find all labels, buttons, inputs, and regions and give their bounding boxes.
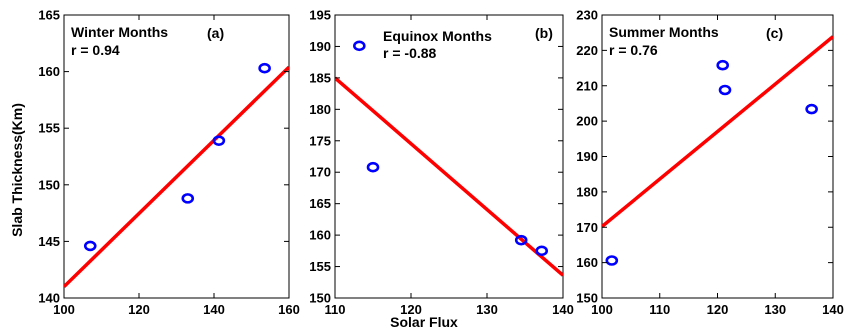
y-tick-label: 145: [38, 234, 60, 249]
y-tick-label: 150: [309, 291, 331, 306]
x-tick-label: 140: [203, 302, 225, 317]
correlation-annotation: r = 0.76: [609, 42, 658, 58]
y-tick-label: 180: [576, 184, 598, 199]
correlation-annotation: r = 0.94: [71, 42, 120, 58]
y-axis-label: Slab Thickness(Km): [9, 103, 25, 237]
y-tick-label: 170: [576, 220, 598, 235]
x-tick-label: 100: [53, 302, 75, 317]
y-tick-label: 190: [309, 39, 331, 54]
x-tick-label: 110: [649, 302, 670, 317]
data-point: [366, 161, 380, 173]
y-tick-label: 160: [309, 228, 331, 243]
y-tick-label: 195: [309, 8, 331, 23]
y-tick-label: 175: [309, 133, 331, 148]
x-tick-label: 130: [764, 302, 786, 317]
data-point: [805, 103, 818, 115]
x-tick-label: 130: [476, 302, 498, 317]
x-tick-label: 160: [278, 302, 300, 317]
data-point: [605, 255, 619, 266]
data-point: [716, 59, 729, 71]
panel-label: (a): [207, 25, 224, 41]
x-axis-label: Solar Flux: [390, 314, 458, 330]
data-point: [353, 40, 366, 52]
data-point: [514, 234, 528, 246]
y-tick-label: 155: [38, 121, 60, 136]
fit-line: [64, 65, 289, 288]
y-tick-label: 185: [309, 70, 331, 85]
data-point: [181, 193, 195, 204]
y-tick-label: 150: [576, 291, 598, 306]
y-tick-label: 160: [576, 255, 598, 270]
panel-1: 100 120 140 160 140 145 150 155 160 165 Winter Mon…: [38, 8, 300, 318]
x-tick-label: 100: [591, 302, 613, 317]
panel-2: 110 120 130 140 150 155 160 165 170 175 180 185 190 1…: [309, 8, 574, 318]
plot-frame: [334, 14, 564, 299]
fit-line: [602, 35, 833, 228]
data-point: [535, 245, 549, 257]
x-tick-label: 120: [400, 302, 422, 317]
y-tick-label: 140: [38, 291, 60, 306]
x-tick-label: 120: [128, 302, 150, 317]
y-tick-label: 165: [38, 8, 60, 23]
y-tick-label: 150: [38, 177, 60, 192]
data-point: [258, 62, 271, 74]
y-tick-label: 170: [309, 165, 331, 180]
y-tick-label: 200: [576, 114, 598, 129]
panels: 100 120 140 160 140 145 150 155 160 165 Winter Mon…: [38, 8, 844, 318]
data-point: [718, 84, 732, 96]
y-tick-label: 180: [309, 102, 331, 117]
y-tick-label: 190: [576, 149, 598, 164]
panel-title: Equinox Months: [383, 28, 492, 44]
plot-frame: [601, 14, 834, 299]
panel-label: (c): [766, 25, 783, 41]
panel-label: (b): [535, 25, 553, 41]
correlation-annotation: r = -0.88: [383, 45, 437, 61]
y-tick-label: 220: [576, 43, 598, 58]
y-tick-label: 165: [309, 196, 331, 211]
panel-title: Winter Months: [71, 24, 168, 40]
panel-3: 100 110 120 130 140 150 160 170 180 190 200 210 220 2…: [576, 8, 844, 318]
y-tick-label: 160: [38, 64, 60, 79]
x-tick-label: 110: [325, 302, 346, 317]
y-tick-label: 230: [576, 8, 598, 23]
x-tick-label: 140: [822, 302, 844, 317]
y-tick-label: 210: [576, 78, 598, 93]
data-point: [83, 240, 97, 252]
y-tick-label: 155: [309, 259, 331, 274]
x-tick-label: 140: [552, 302, 574, 317]
data-point: [212, 135, 226, 146]
panel-title: Summer Months: [609, 24, 719, 40]
x-tick-label: 120: [707, 302, 729, 317]
